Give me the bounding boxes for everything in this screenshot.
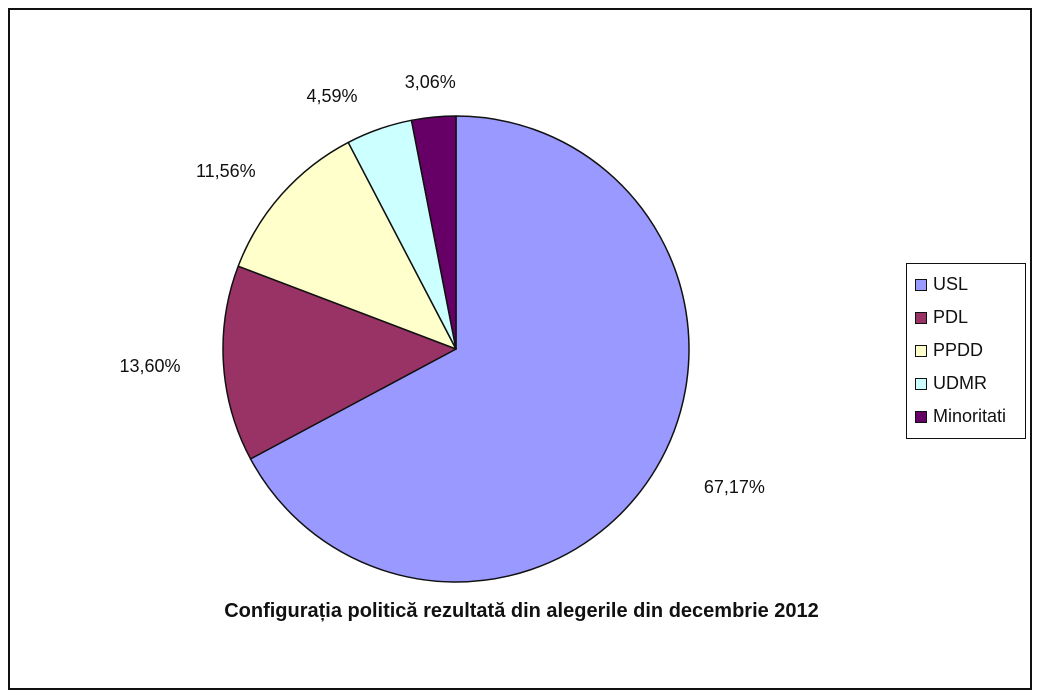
legend-swatch-usl — [915, 278, 927, 291]
legend-label-minoritati: Minoritati — [933, 406, 1007, 426]
legend-label-pdl: PDL — [933, 307, 969, 327]
legend-swatch-pdl — [915, 311, 927, 324]
data-label-udmr: 4,59% — [306, 86, 357, 106]
pie-slice-ppdd — [237, 141, 457, 350]
chart-title: Configurația politică rezultată din aleg… — [224, 600, 819, 622]
pie-slice-minoritati — [410, 115, 457, 350]
legend: USL PDL PPDD UDMR Minoritati — [906, 263, 1026, 439]
data-label-pdl: 13,60% — [119, 356, 180, 376]
pie-slice-pdl — [222, 265, 457, 460]
legend-label-udmr: UDMR — [933, 373, 987, 393]
data-label-minoritati: 3,06% — [405, 72, 456, 92]
pie-data-labels: 67,17% 13,60% 11,56% 4,59% 3,06% — [119, 72, 765, 497]
legend-label-ppdd: PPDD — [933, 340, 984, 360]
legend-label-usl: USL — [933, 274, 969, 294]
legend-item-ppdd: PPDD — [907, 334, 1025, 367]
legend-item-udmr: UDMR — [907, 367, 1025, 400]
data-label-ppdd: 11,56% — [196, 161, 256, 181]
legend-item-pdl: PDL — [907, 301, 1025, 334]
legend-swatch-ppdd — [915, 344, 927, 357]
legend-item-minoritati: Minoritati — [907, 400, 1025, 433]
pie-slices — [222, 115, 690, 583]
legend-swatch-udmr — [915, 377, 927, 390]
legend-item-usl: USL — [907, 268, 1025, 301]
data-label-usl: 67,17% — [704, 477, 765, 497]
pie-slice-usl — [249, 115, 690, 583]
legend-swatch-minoritati — [915, 410, 927, 423]
